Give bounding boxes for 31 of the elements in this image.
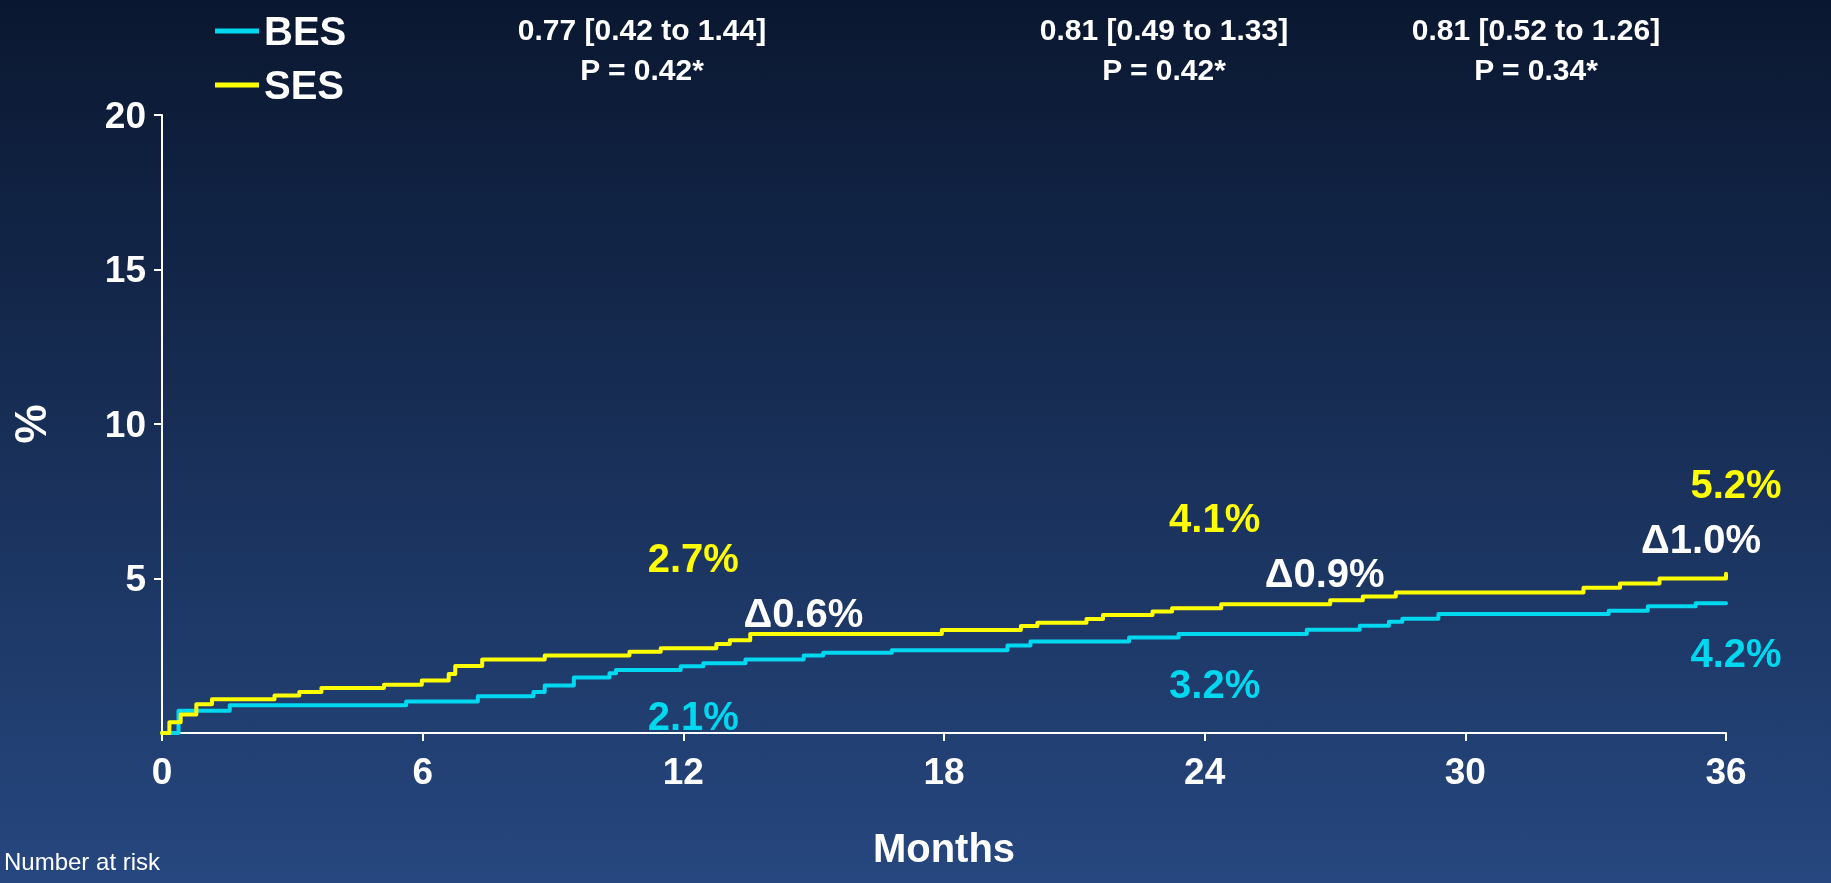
text: P = 0.42* <box>1102 52 1227 86</box>
x-tick-label: 36 <box>1705 751 1747 792</box>
x-tick-label: 6 <box>412 751 433 792</box>
annotation: Δ0.9% <box>1264 551 1385 596</box>
y-tick-label: 10 <box>104 403 146 445</box>
legend-label: BES <box>264 9 347 53</box>
text: 0.81 [0.49 to 1.33] <box>1039 12 1289 46</box>
annotation: Δ0.6% <box>743 591 864 636</box>
annotation: 4.1% <box>1169 496 1261 541</box>
text: Number at risk <box>4 847 162 875</box>
y-axis-title: % <box>5 404 55 444</box>
text: P = 0.42* <box>580 52 705 86</box>
x-tick-label: 12 <box>662 751 704 792</box>
annotation: 2.7% <box>647 536 739 581</box>
legend-label: SES <box>264 63 345 107</box>
annotation: Δ1.0% <box>1641 516 1761 561</box>
x-tick-label: 24 <box>1184 751 1226 792</box>
x-axis-title: Months <box>872 826 1016 870</box>
y-tick-label: 20 <box>104 94 146 136</box>
x-tick-label: 18 <box>923 751 965 792</box>
x-tick-label: 0 <box>151 751 173 792</box>
annotation: 5.2% <box>1690 461 1782 506</box>
y-tick-label: 5 <box>125 558 146 599</box>
x-tick-label: 30 <box>1444 751 1486 792</box>
y-tick-label: 15 <box>104 249 146 290</box>
annotation: 3.2% <box>1169 662 1261 707</box>
text: 0.81 [0.52 to 1.26] <box>1411 12 1661 46</box>
text: 0.77 [0.42 to 1.44] <box>517 12 767 46</box>
text: P = 0.34* <box>1474 52 1599 86</box>
annotation: 2.1% <box>647 694 739 739</box>
annotation: 4.2% <box>1690 631 1782 676</box>
